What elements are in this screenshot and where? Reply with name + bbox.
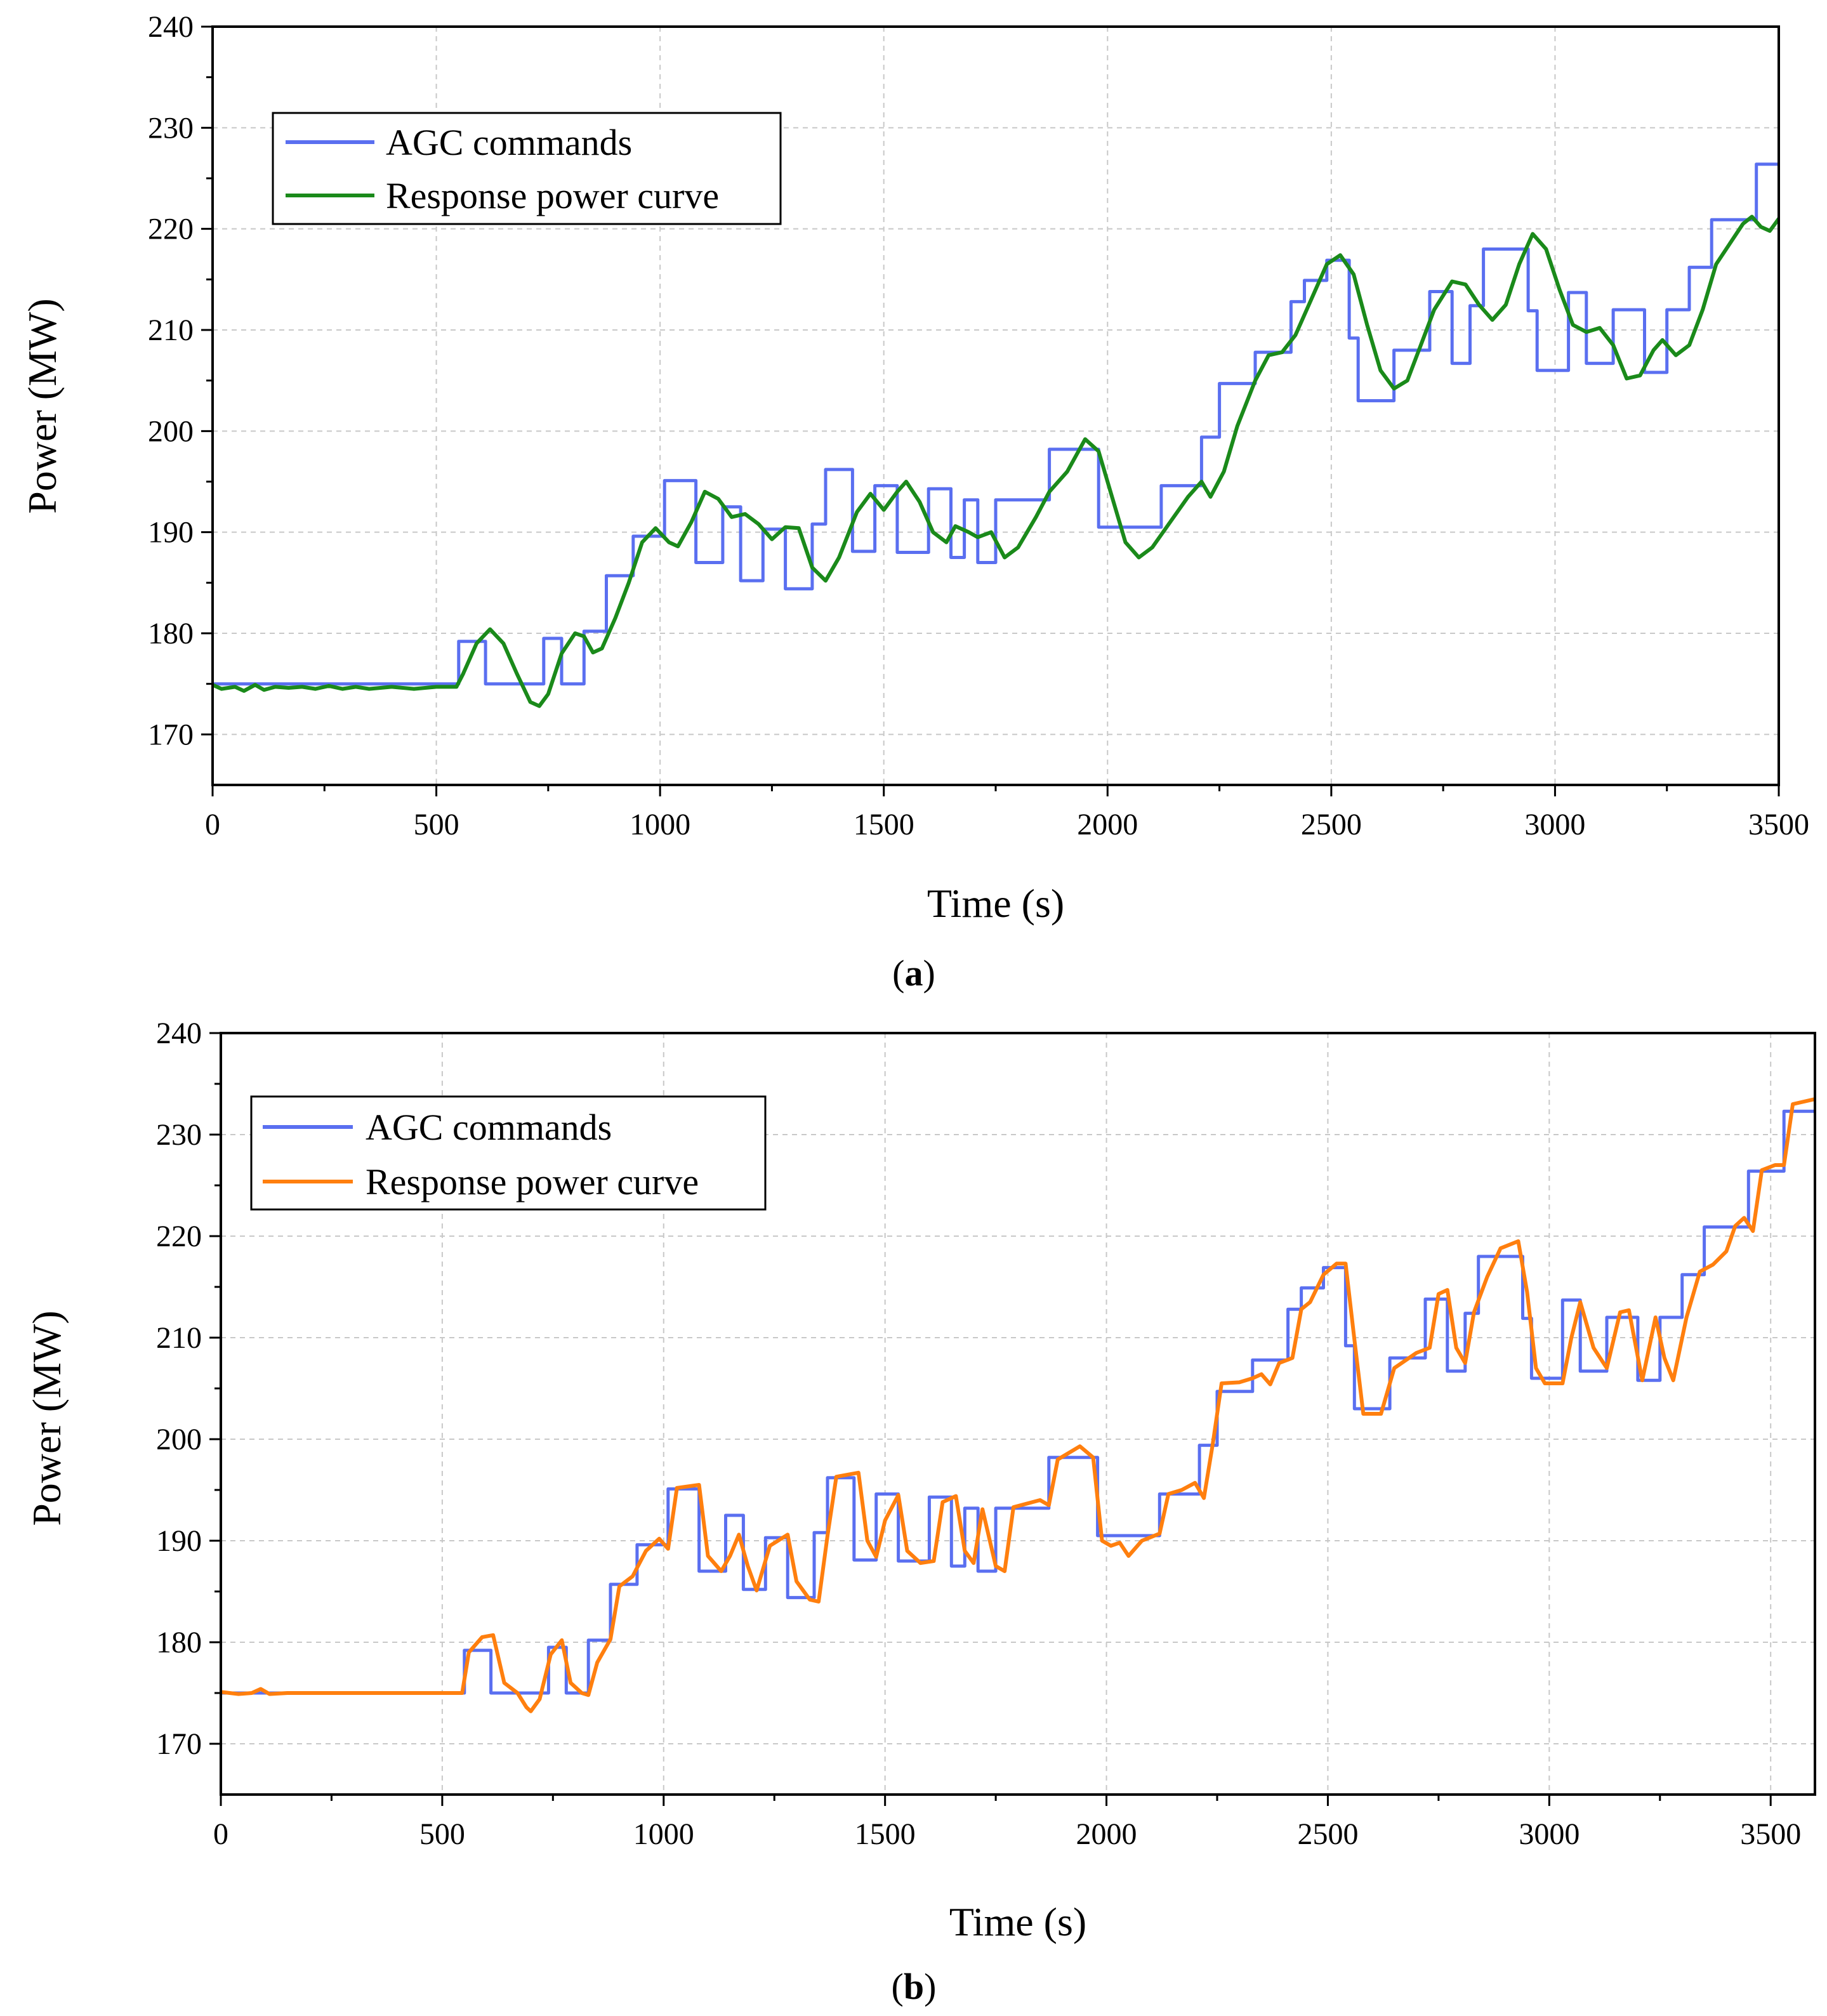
legend-label-response-a: Response power curve xyxy=(386,175,719,216)
caption-a: (a) xyxy=(892,952,935,994)
x-tick-label: 1500 xyxy=(855,1817,916,1851)
x-tick-label: 2000 xyxy=(1076,1817,1137,1851)
x-tick-label: 2500 xyxy=(1297,1817,1358,1851)
y-tick-label: 240 xyxy=(156,1017,202,1050)
x-tick-label: 1500 xyxy=(854,808,914,841)
y-tick-label: 200 xyxy=(156,1423,202,1456)
x-tick-label: 1000 xyxy=(630,808,690,841)
x-axis-title-b: Time (s) xyxy=(949,1899,1086,1944)
legend-label-response-b: Response power curve xyxy=(366,1161,699,1202)
y-tick-label: 170 xyxy=(148,718,194,751)
legend-label-agc-a: AGC commands xyxy=(386,122,632,163)
y-tick-label: 190 xyxy=(156,1524,202,1558)
y-tick-label: 240 xyxy=(148,10,194,44)
y-tick-label: 220 xyxy=(148,213,194,246)
chart-a: 0 500 1000 1500 2000 2500 3000 3500 170 180 190 200… xyxy=(20,10,1809,994)
x-tick-label: 500 xyxy=(419,1817,465,1851)
response-power-line-b xyxy=(221,1097,1815,1713)
plot-area-a xyxy=(213,162,1779,708)
agc-commands-line-b xyxy=(221,1109,1815,1695)
y-tick-label: 180 xyxy=(156,1626,202,1659)
x-tick-label: 2500 xyxy=(1301,808,1362,841)
x-tick-label: 3500 xyxy=(1748,808,1809,841)
legend-box-a xyxy=(272,112,782,225)
x-axis-title-a: Time (s) xyxy=(927,881,1064,926)
y-axis-title-a: Power (MW) xyxy=(20,298,65,513)
y-tick-label: 230 xyxy=(156,1118,202,1152)
plot-area-b xyxy=(221,1097,1815,1713)
x-tick-label: 2000 xyxy=(1077,808,1138,841)
y-tick-label: 180 xyxy=(148,617,194,650)
ticks-a: 0 500 1000 1500 2000 2500 3000 3500 170 180 190 200… xyxy=(148,10,1809,841)
x-tick-label: 500 xyxy=(414,808,459,841)
chart-b: 0 500 1000 1500 2000 2500 3000 3500 170 180 190 200… xyxy=(24,1017,1816,2007)
legend-a: AGC commands Response power curve xyxy=(272,112,782,225)
x-tick-label: 3000 xyxy=(1519,1817,1580,1851)
y-tick-label: 190 xyxy=(148,516,194,550)
legend-b: AGC commands Response power curve xyxy=(250,1095,767,1211)
agc-commands-line-a xyxy=(213,162,1779,686)
y-tick-label: 210 xyxy=(156,1321,202,1355)
y-axis-title-b: Power (MW) xyxy=(24,1310,69,1525)
response-power-line-a xyxy=(213,214,1779,708)
y-tick-label: 170 xyxy=(156,1727,202,1761)
ticks-b: 0 500 1000 1500 2000 2500 3000 3500 170 180 190 200… xyxy=(156,1017,1801,1851)
y-tick-label: 220 xyxy=(156,1220,202,1253)
legend-label-agc-b: AGC commands xyxy=(366,1107,612,1148)
x-tick-label: 0 xyxy=(205,808,220,841)
legend-box-b xyxy=(250,1095,767,1211)
x-tick-label: 0 xyxy=(213,1817,228,1851)
x-tick-label: 3000 xyxy=(1524,808,1585,841)
caption-b: (b) xyxy=(892,1966,937,2007)
y-tick-label: 200 xyxy=(148,414,194,448)
x-tick-label: 3500 xyxy=(1740,1817,1801,1851)
x-tick-label: 1000 xyxy=(633,1817,694,1851)
y-tick-label: 210 xyxy=(148,313,194,347)
y-tick-label: 230 xyxy=(148,111,194,145)
plot-frame-b xyxy=(220,1032,1816,1796)
